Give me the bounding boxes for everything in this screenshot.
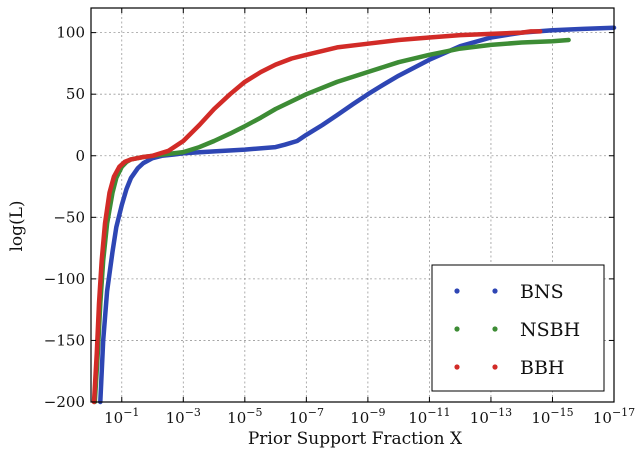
- legend-marker-nsbh: [454, 326, 460, 332]
- legend-label-bbh: BBH: [520, 357, 565, 379]
- y-tick-label: 0: [75, 147, 85, 165]
- y-axis-label: log(L): [7, 200, 27, 251]
- y-tick-label: −200: [44, 393, 85, 411]
- legend-marker-bns: [492, 288, 498, 294]
- x-tick-label: 10−3: [166, 406, 201, 427]
- series-nsbh-line: [92, 37, 571, 405]
- x-tick-label: 10−15: [531, 406, 573, 427]
- legend-marker-bbh: [492, 364, 498, 370]
- y-tick-label: −50: [53, 208, 85, 226]
- series-bbh-line: [91, 29, 543, 405]
- x-tick-label: 10−1: [104, 406, 139, 427]
- x-tick-label: 10−17: [593, 406, 635, 427]
- legend-marker-bns: [454, 288, 460, 294]
- y-axis-label-text: log(L): [7, 200, 27, 251]
- x-tick-labels: 10−1 10−3 10−5 10−7 10−9 10−11 10−13 10−15 10−17: [104, 406, 635, 427]
- x-tick-label: 10−13: [470, 406, 512, 427]
- legend-marker-bbh: [454, 364, 460, 370]
- plot-frame: [90, 7, 615, 403]
- tick-marks: [91, 8, 615, 403]
- legend-box: [431, 264, 605, 392]
- x-tick-label: 10−11: [408, 406, 450, 427]
- y-tick-label: −100: [44, 270, 85, 288]
- x-axis-label: Prior Support Fraction X: [248, 429, 463, 449]
- y-tick-label: 50: [66, 85, 85, 103]
- series-lines: [91, 25, 617, 405]
- legend-label-bns: BNS: [520, 281, 564, 303]
- x-tick-label: 10−5: [227, 406, 262, 427]
- y-tick-label: −150: [44, 331, 85, 349]
- legend-marker-nsbh: [492, 326, 498, 332]
- legend-label-nsbh: NSBH: [520, 319, 580, 341]
- legend: BNS NSBH BBH: [431, 264, 605, 392]
- y-tick-label: 100: [56, 24, 85, 42]
- x-tick-label: 10−9: [350, 406, 385, 427]
- x-tick-label: 10−7: [289, 406, 324, 427]
- y-tick-labels: 100 50 0 −50 −100 −150 −200: [44, 24, 85, 411]
